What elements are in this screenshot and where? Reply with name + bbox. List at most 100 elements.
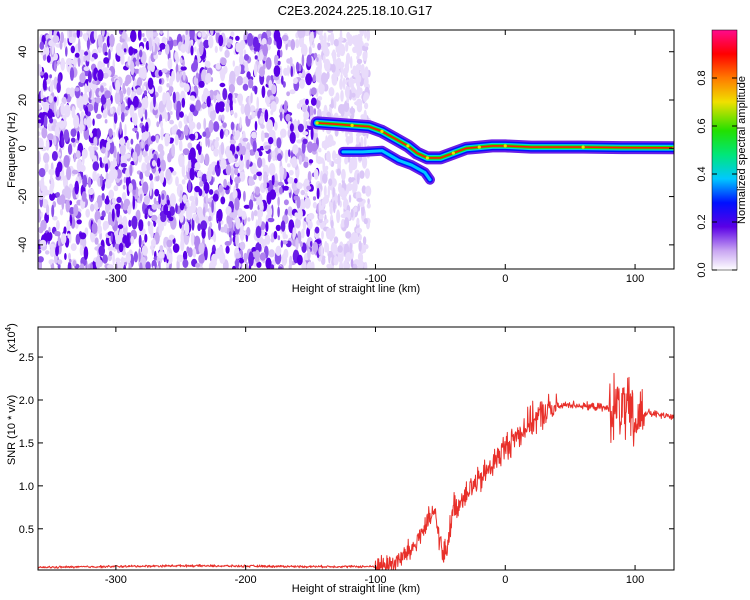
noise-speckle xyxy=(302,131,309,136)
noise-speckle xyxy=(360,199,365,208)
noise-speckle xyxy=(159,30,163,35)
noise-speckle xyxy=(169,86,174,93)
noise-speckle xyxy=(219,82,226,88)
noise-speckle xyxy=(278,266,283,269)
noise-speckle xyxy=(238,157,245,172)
noise-speckle xyxy=(189,95,196,101)
noise-speckle xyxy=(243,204,250,209)
noise-speckle xyxy=(276,137,282,149)
noise-speckle xyxy=(321,230,324,240)
noise-speckle xyxy=(336,168,341,176)
noise-speckle xyxy=(328,228,334,242)
noise-speckle xyxy=(242,137,249,142)
noise-speckle xyxy=(109,107,114,115)
noise-speckle xyxy=(298,155,303,165)
noise-speckle xyxy=(83,66,90,71)
noise-speckle xyxy=(234,153,239,159)
noise-speckle xyxy=(64,253,67,260)
noise-speckle xyxy=(277,196,280,207)
noise-speckle xyxy=(178,154,185,168)
noise-speckle xyxy=(211,199,214,213)
noise-speckle xyxy=(341,218,345,228)
noise-speckle xyxy=(307,212,315,220)
noise-speckle xyxy=(46,231,53,242)
noise-speckle xyxy=(78,95,83,107)
noise-speckle xyxy=(259,51,264,60)
noise-speckle xyxy=(272,156,276,161)
noise-speckle xyxy=(49,74,52,79)
noise-speckle xyxy=(363,135,367,148)
noise-speckle xyxy=(254,85,258,95)
noise-speckle xyxy=(359,170,365,179)
noise-speckle xyxy=(158,78,162,85)
noise-speckle xyxy=(296,103,302,110)
noise-speckle xyxy=(49,243,56,249)
noise-speckle xyxy=(241,130,246,144)
noise-speckle xyxy=(122,184,126,190)
noise-speckle xyxy=(128,46,134,56)
noise-speckle xyxy=(310,126,314,140)
noise-speckle xyxy=(205,76,208,83)
noise-speckle xyxy=(66,187,72,200)
noise-speckle xyxy=(218,34,224,47)
colorbar-tick-label: 0.2 xyxy=(696,214,708,229)
noise-speckle xyxy=(54,61,57,72)
noise-speckle xyxy=(139,262,143,269)
noise-speckle xyxy=(252,36,259,49)
noise-speckle xyxy=(79,263,85,269)
noise-speckle xyxy=(47,133,54,141)
noise-speckle xyxy=(313,52,318,59)
noise-speckle xyxy=(49,81,54,94)
noise-speckle xyxy=(268,137,274,145)
noise-speckle xyxy=(301,43,308,57)
noise-speckle xyxy=(149,173,153,181)
noise-speckle xyxy=(45,42,48,48)
noise-speckle xyxy=(275,224,281,232)
noise-speckle xyxy=(280,220,286,232)
noise-speckle xyxy=(40,178,45,192)
noise-speckle xyxy=(329,159,332,166)
noise-speckle xyxy=(313,108,317,115)
noise-speckle xyxy=(270,264,275,269)
noise-speckle xyxy=(85,208,90,218)
noise-speckle xyxy=(339,61,345,69)
noise-speckle xyxy=(76,30,80,39)
noise-speckle xyxy=(159,149,165,157)
noise-speckle xyxy=(69,67,75,81)
noise-speckle xyxy=(339,78,343,91)
noise-speckle xyxy=(158,51,162,56)
noise-speckle xyxy=(301,260,307,269)
noise-speckle xyxy=(211,145,214,151)
noise-speckle xyxy=(246,226,251,237)
noise-speckle xyxy=(295,217,301,229)
noise-speckle xyxy=(239,50,244,57)
noise-speckle xyxy=(150,62,156,73)
noise-speckle xyxy=(284,149,288,163)
noise-speckle xyxy=(43,72,49,81)
noise-speckle xyxy=(317,42,322,51)
noise-speckle xyxy=(222,88,228,100)
noise-speckle xyxy=(55,246,59,257)
noise-speckle xyxy=(207,226,212,241)
noise-speckle xyxy=(157,251,165,259)
noise-speckle xyxy=(48,95,54,103)
noise-speckle xyxy=(192,248,197,258)
noise-speckle xyxy=(341,168,346,181)
noise-speckle xyxy=(242,83,249,91)
noise-speckle xyxy=(45,138,50,151)
noise-speckle xyxy=(202,131,207,137)
noise-speckle xyxy=(63,37,67,49)
noise-speckle xyxy=(86,85,91,93)
noise-speckle xyxy=(175,71,180,83)
noise-speckle xyxy=(148,37,152,52)
noise-speckle xyxy=(81,93,89,105)
noise-speckle xyxy=(364,30,367,39)
noise-speckle xyxy=(53,53,58,61)
noise-speckle xyxy=(306,54,312,67)
noise-speckle xyxy=(264,109,269,123)
snr-y-axis-title: SNR (10 * v/v) xyxy=(6,395,18,465)
colorbar: 0.0 0.2 0.4 0.6 0.8 Normalized spectral ampl… xyxy=(696,29,748,278)
noise-speckle xyxy=(288,169,294,176)
noise-speckle xyxy=(203,181,210,194)
noise-speckle xyxy=(299,99,306,105)
